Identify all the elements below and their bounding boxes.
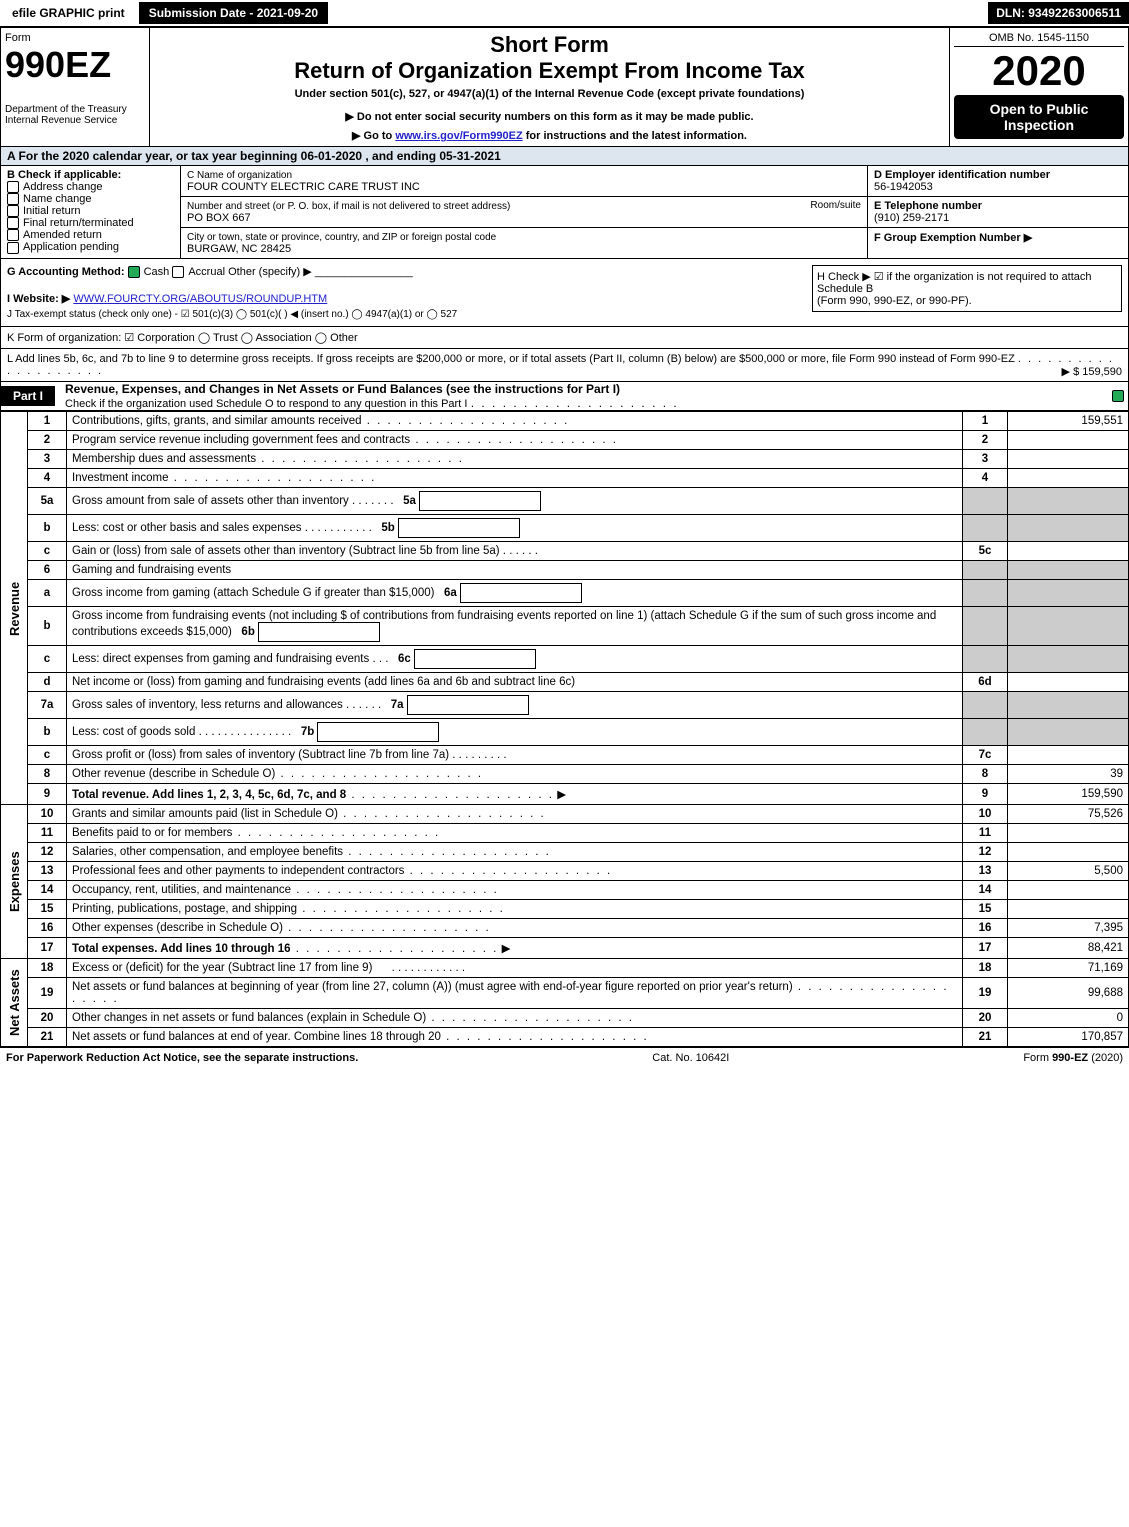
line17-amt: 88,421: [1008, 938, 1129, 959]
checkbox-address-change[interactable]: [7, 181, 19, 193]
g-label: G Accounting Method:: [7, 266, 125, 278]
line19-amt: 99,688: [1008, 978, 1129, 1009]
line8-amt: 39: [1008, 765, 1129, 784]
row-l: L Add lines 5b, 6c, and 7b to line 9 to …: [0, 349, 1129, 382]
part1-title: Revenue, Expenses, and Changes in Net As…: [65, 382, 620, 396]
top-bar: efile GRAPHIC print Submission Date - 20…: [0, 0, 1129, 28]
line13-amt: 5,500: [1008, 862, 1129, 881]
side-netassets: Net Assets: [1, 959, 28, 1047]
section-a-taxyear: A For the 2020 calendar year, or tax yea…: [0, 147, 1129, 166]
open-inspection-badge: Open to Public Inspection: [954, 95, 1124, 139]
line1-amt: 159,551: [1008, 412, 1129, 431]
ein-value: 56-1942053: [874, 181, 933, 193]
phone-value: (910) 259-2171: [874, 212, 949, 224]
ssn-warning: ▶ Do not enter social security numbers o…: [158, 110, 941, 123]
line16-amt: 7,395: [1008, 919, 1129, 938]
tax-year: 2020: [954, 47, 1124, 95]
form-label: Form: [5, 32, 145, 44]
checkbox-schedule-o[interactable]: [1112, 390, 1124, 402]
checkbox-application-pending[interactable]: [7, 242, 19, 254]
form-number: 990EZ: [5, 44, 145, 86]
checkbox-amended-return[interactable]: [7, 229, 19, 241]
org-name: FOUR COUNTY ELECTRIC CARE TRUST INC: [187, 181, 420, 193]
row-k: K Form of organization: ☑ Corporation ◯ …: [0, 327, 1129, 349]
h-text1: H Check ▶ ☑ if the organization is not r…: [817, 271, 1092, 295]
main-title: Return of Organization Exempt From Incom…: [158, 58, 941, 84]
short-form-title: Short Form: [158, 32, 941, 58]
omb-number: OMB No. 1545-1150: [954, 32, 1124, 47]
info-grid: B Check if applicable: Address change Na…: [0, 166, 1129, 259]
h-text2: (Form 990, 990-EZ, or 990-PF).: [817, 295, 972, 307]
form-header: Form 990EZ Department of the Treasury In…: [0, 28, 1129, 147]
city-value: BURGAW, NC 28425: [187, 243, 291, 255]
line20-amt: 0: [1008, 1009, 1129, 1028]
side-revenue: Revenue: [1, 412, 28, 805]
checkbox-name-change[interactable]: [7, 193, 19, 205]
box-h: H Check ▶ ☑ if the organization is not r…: [812, 265, 1122, 312]
line10-amt: 75,526: [1008, 805, 1129, 824]
subtitle: Under section 501(c), 527, or 4947(a)(1)…: [158, 88, 941, 100]
line1-text: Contributions, gifts, grants, and simila…: [67, 412, 963, 431]
addr-label: Number and street (or P. O. box, if mail…: [187, 201, 510, 212]
checkbox-initial-return[interactable]: [7, 205, 19, 217]
form-ref: Form 990-EZ (2020): [1023, 1052, 1123, 1064]
irs-link[interactable]: www.irs.gov/Form990EZ: [395, 130, 522, 142]
row-g-to-j: H Check ▶ ☑ if the organization is not r…: [0, 259, 1129, 327]
part1-table: Revenue 1 Contributions, gifts, grants, …: [0, 411, 1129, 1047]
checkbox-cash[interactable]: [128, 266, 140, 278]
dept-label: Department of the Treasury: [5, 104, 145, 115]
line21-amt: 170,857: [1008, 1028, 1129, 1047]
l-amount: ▶ $ 159,590: [1062, 365, 1122, 378]
addr-value: PO BOX 667: [187, 212, 251, 224]
phone-label: E Telephone number: [874, 200, 982, 212]
part1-check-text: Check if the organization used Schedule …: [65, 398, 467, 410]
website-link[interactable]: WWW.FOURCTY.ORG/ABOUTUS/ROUNDUP.HTM: [73, 293, 327, 305]
group-exemption-label: F Group Exemption Number ▶: [874, 232, 1032, 244]
efile-label[interactable]: efile GRAPHIC print: [2, 2, 135, 24]
box-b-label: B Check if applicable:: [7, 169, 121, 181]
checkbox-final-return[interactable]: [7, 217, 19, 229]
paperwork-notice: For Paperwork Reduction Act Notice, see …: [6, 1052, 358, 1064]
irs-label: Internal Revenue Service: [5, 115, 145, 126]
org-name-label: C Name of organization: [187, 170, 292, 181]
part1-header: Part I Revenue, Expenses, and Changes in…: [0, 382, 1129, 411]
side-expenses: Expenses: [1, 805, 28, 959]
dln-label: DLN: 93492263006511: [988, 2, 1129, 24]
ein-label: D Employer identification number: [874, 169, 1050, 181]
i-label: I Website: ▶: [7, 293, 70, 305]
goto-text: ▶ Go to www.irs.gov/Form990EZ for instru…: [158, 129, 941, 142]
submission-date: Submission Date - 2021-09-20: [139, 2, 328, 24]
line18-amt: 71,169: [1008, 959, 1129, 978]
checkbox-accrual[interactable]: [172, 266, 184, 278]
l-text: L Add lines 5b, 6c, and 7b to line 9 to …: [7, 353, 1015, 365]
city-label: City or town, state or province, country…: [187, 232, 496, 243]
line9-amt: 159,590: [1008, 784, 1129, 805]
cat-no: Cat. No. 10642I: [652, 1052, 729, 1064]
box-b: B Check if applicable: Address change Na…: [1, 166, 181, 258]
part1-tab: Part I: [1, 386, 55, 406]
room-label: Room/suite: [810, 200, 861, 211]
page-footer: For Paperwork Reduction Act Notice, see …: [0, 1047, 1129, 1068]
